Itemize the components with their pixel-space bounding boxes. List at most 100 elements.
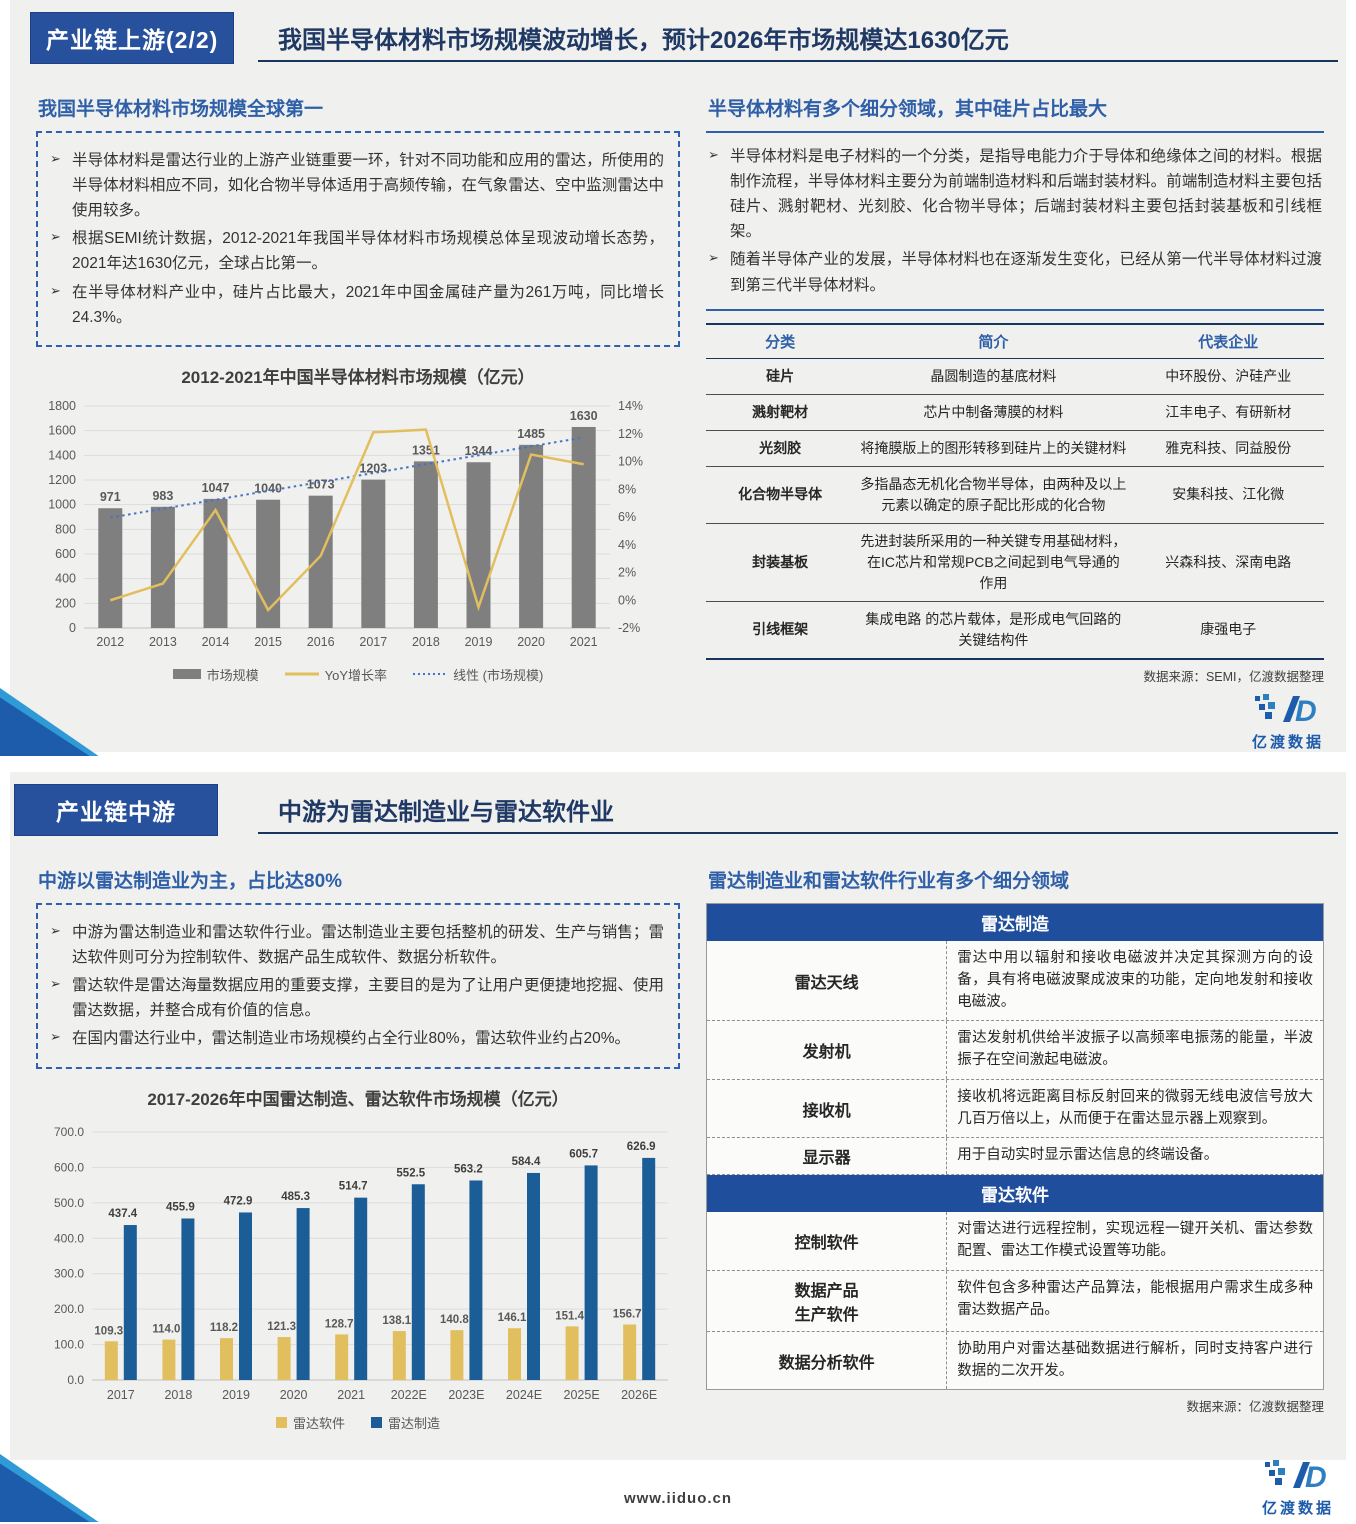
line-swatch-icon (284, 672, 319, 676)
chart1-title: 2012-2021年中国半导体材料市场规模（亿元） (181, 367, 535, 387)
svg-text:400: 400 (55, 571, 76, 585)
svg-text:1351: 1351 (412, 443, 440, 457)
legend-item: 雷达制造 (371, 1413, 440, 1432)
svg-text:2020: 2020 (517, 635, 545, 649)
svg-text:700.0: 700.0 (54, 1125, 84, 1139)
right-section-title: 雷达制造业和雷达软件行业有多个细分领域 (708, 871, 1070, 892)
table-row: 控制软件 对雷达进行远程控制，实现远程一键开关机、雷达参数配置、雷达工作模式设置… (707, 1212, 1323, 1271)
svg-text:156.7: 156.7 (613, 1308, 642, 1320)
table-row: 发射机 雷达发射机供给半波振子以高频率电振荡的能量，半波振子在空间激起电磁波。 (707, 1021, 1323, 1080)
svg-text:300.0: 300.0 (54, 1266, 84, 1280)
svg-text:D: D (1295, 695, 1317, 728)
description-cell: 雷达中用以辐射和接收电磁波并决定其探测方向的设备，具有将电磁波聚成波束的功能，定… (957, 950, 1313, 1010)
bullet-item: 半导体材料是电子材料的一个分类，是指导电能力介于导体和绝缘体之间的材料。根据制作… (708, 144, 1322, 244)
legend-label: 雷达制造 (388, 1415, 441, 1431)
summary-cell: 多指晶态无机化合物半导体，由两种及以上元素以确定的原子配比形成的化合物 (854, 466, 1133, 524)
header-underline (258, 60, 1338, 62)
yidu-logo-mark-icon: D (1255, 694, 1317, 728)
svg-text:-2%: -2% (618, 621, 640, 635)
radar-market-chart: 0.0 100.0 200.0 300.0 400.0 500.0 600.0 700.0 10… (54, 1125, 668, 1402)
source-note: 数据来源：亿渡数据整理 (1186, 1400, 1324, 1415)
svg-text:0.0: 0.0 (67, 1373, 84, 1387)
bullet-box: 半导体材料是雷达行业的上游产业链重要一环，针对不同功能和应用的雷达，所使用的半导… (36, 131, 680, 347)
svg-text:151.4: 151.4 (555, 1310, 584, 1322)
source-note: 数据来源：SEMI，亿渡数据整理 (1143, 669, 1324, 684)
slide1-badge: 产业链上游(2/2) (30, 12, 235, 64)
legend-label: YoY增长率 (324, 667, 388, 683)
category-cell: 硅片 (706, 358, 855, 395)
table-row: 接收机 接收机将远距离目标反射回来的微弱无线电波信号放大几百万倍以上，从而便于在… (707, 1079, 1323, 1139)
svg-text:140.8: 140.8 (440, 1314, 469, 1326)
table-header-cell: 分类 (706, 322, 855, 359)
svg-text:983: 983 (152, 489, 173, 503)
category-cell: 数据产品 生产软件 (707, 1270, 948, 1331)
table-header-cell: 简介 (854, 322, 1133, 359)
category-cell: 溅射靶材 (706, 394, 855, 431)
svg-text:1047: 1047 (202, 481, 230, 495)
companies-cell: 中环股份、沪硅产业 (1132, 358, 1324, 395)
yellow-swatch-icon (275, 1416, 287, 1428)
svg-text:600: 600 (55, 547, 76, 561)
decorative-triangle (0, 688, 112, 756)
bullet-item: 根据SEMI统计数据，2012-2021年我国半导体材料市场规模总体呈现波动增长… (50, 226, 664, 276)
svg-text:138.1: 138.1 (382, 1315, 411, 1327)
slide1-right-column: 半导体材料有多个细分领域，其中硅片占比最大 半导体材料是电子材料的一个分类，是指… (706, 86, 1324, 685)
svg-text:1485: 1485 (517, 427, 545, 441)
slide2-title: 中游为雷达制造业与雷达软件业 (278, 799, 614, 826)
svg-text:2017: 2017 (359, 635, 387, 649)
summary-cell: 将掩膜版上的图形转移到硅片上的关键材料 (854, 430, 1133, 467)
description-cell: 用于自动实时显示雷达信息的终端设备。 (957, 1147, 1219, 1164)
right-bullet-box: 半导体材料是电子材料的一个分类，是指导电能力介于导体和绝缘体之间的材料。根据制作… (706, 131, 1324, 311)
logo-text: 亿渡数据 (1261, 1500, 1334, 1517)
table-band: 雷达软件 (707, 1175, 1323, 1213)
decorative-triangle (0, 1454, 112, 1522)
bullet-item: 半导体材料是雷达行业的上游产业链重要一环，针对不同功能和应用的雷达，所使用的半导… (50, 148, 664, 223)
blue-swatch-icon (371, 1416, 382, 1428)
svg-text:0: 0 (69, 621, 76, 635)
slide2-badge: 产业链中游 (14, 784, 218, 836)
table-band: 雷达制造 (707, 904, 1323, 941)
bullet-item: 在半导体材料产业中，硅片占比最大，2021年中国金属硅产量为261万吨，同比增长… (50, 280, 664, 330)
table-row: 化合物半导体 多指晶态无机化合物半导体，由两种及以上元素以确定的原子配比形成的化… (706, 466, 1324, 524)
svg-text:2014: 2014 (202, 635, 230, 649)
slide-midstream: 产业链中游 中游为雷达制造业与雷达软件业 中游以雷达制造业为主，占比达80% 中… (10, 772, 1346, 1460)
slide-upstream: 产业链上游(2/2) 我国半导体材料市场规模波动增长，预计2026年市场规模达1… (10, 0, 1346, 752)
description-cell: 接收机将远距离目标反射回来的微弱无线电波信号放大几百万倍以上，从而便于在雷达显示… (957, 1088, 1313, 1127)
description-cell: 协助用户对雷达基础数据进行解析，同时支持客户进行数据的二次开发。 (957, 1340, 1313, 1379)
svg-text:2018: 2018 (164, 1388, 192, 1402)
svg-text:485.3: 485.3 (281, 1191, 310, 1203)
svg-text:1073: 1073 (307, 477, 335, 491)
category-cell: 控制软件 (707, 1212, 948, 1270)
svg-text:500.0: 500.0 (54, 1195, 84, 1209)
svg-text:437.4: 437.4 (108, 1208, 137, 1220)
category-cell: 化合物半导体 (706, 466, 855, 524)
legend-label: 线性 (市场规模) (453, 667, 544, 683)
summary-cell: 集成电路 的芯片载体，是形成电气回路的关键结构件 (854, 601, 1133, 660)
svg-text:2019: 2019 (222, 1388, 250, 1402)
yidu-logo: D 亿渡数据 (1238, 1458, 1356, 1518)
category-cell: 封装基板 (706, 523, 855, 602)
summary-cell: 晶圆制造的基底材料 (854, 358, 1133, 395)
svg-text:114.0: 114.0 (152, 1323, 180, 1335)
slide1-title: 我国半导体材料市场规模波动增长，预计2026年市场规模达1630亿元 (278, 27, 1009, 54)
table-row: 显示器 用于自动实时显示雷达信息的终端设备。 (707, 1138, 1323, 1176)
companies-cell: 雅克科技、同益股份 (1132, 430, 1324, 467)
svg-text:2026E: 2026E (621, 1388, 657, 1402)
description-cell: 对雷达进行远程控制，实现远程一键开关机、雷达参数配置、雷达工作模式设置等功能。 (957, 1221, 1313, 1259)
svg-text:0%: 0% (618, 593, 636, 607)
companies-cell: 江丰电子、有研新材 (1132, 394, 1324, 431)
svg-text:10%: 10% (618, 454, 643, 468)
table-row: 数据产品 生产软件 软件包含多种雷达产品算法，能根据用户需求生成多种雷达数据产品… (707, 1270, 1323, 1332)
description-cell: 软件包含多种雷达产品算法，能根据用户需求生成多种雷达数据产品。 (957, 1279, 1313, 1318)
svg-text:2018: 2018 (412, 635, 440, 649)
svg-text:605.7: 605.7 (569, 1148, 598, 1160)
svg-text:D: D (1305, 1461, 1327, 1494)
svg-text:109.3: 109.3 (94, 1325, 123, 1337)
bullet-item: 在国内雷达行业中，雷达制造业市场规模约占全行业80%，雷达软件业约占20%。 (50, 1026, 664, 1051)
category-cell: 显示器 (707, 1138, 948, 1175)
svg-text:455.9: 455.9 (166, 1201, 195, 1213)
left-section-title: 我国半导体材料市场规模全球第一 (38, 99, 324, 120)
bar-swatch-icon (172, 669, 201, 680)
right-section-title: 半导体材料有多个细分领域，其中硅片占比最大 (708, 99, 1108, 120)
description-cell: 雷达发射机供给半波振子以高频率电振荡的能量，半波振子在空间激起电磁波。 (957, 1030, 1313, 1068)
